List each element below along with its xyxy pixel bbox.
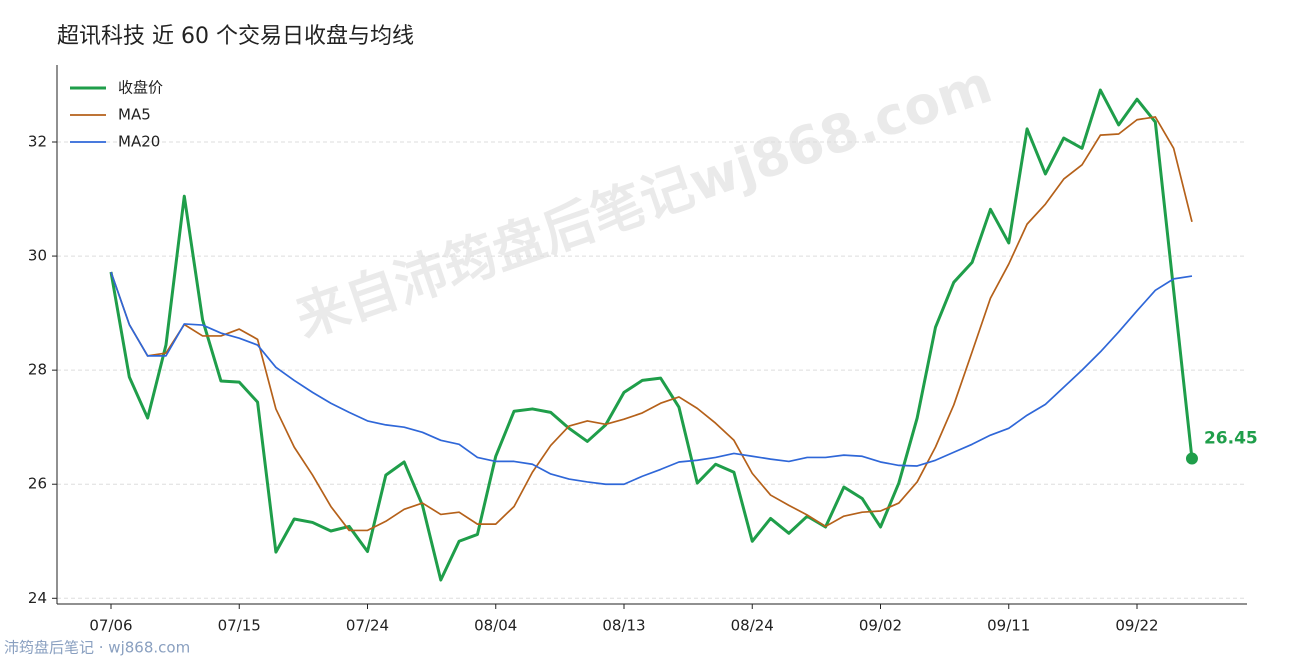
series-line	[110, 116, 1193, 532]
x-tick-label: 08/13	[602, 617, 645, 635]
x-tick-label: 08/04	[474, 617, 517, 635]
y-tick-label: 32	[28, 133, 47, 151]
last-point	[1185, 452, 1198, 465]
x-tick-label: 08/24	[731, 617, 774, 635]
x-tick-label: 07/15	[218, 617, 261, 635]
x-tick-label: 07/24	[346, 617, 389, 635]
series-line	[110, 271, 1193, 486]
series-line	[109, 88, 1194, 582]
x-tick-label: 09/02	[859, 617, 902, 635]
legend-label: MA5	[118, 106, 151, 124]
footer: 沛筠盘后笔记 · wj868.com	[4, 639, 190, 657]
x-tick-label: 07/06	[89, 617, 132, 635]
x-tick-label: 09/11	[987, 617, 1030, 635]
y-tick-label: 24	[28, 589, 47, 607]
last-value-label: 26.45	[1204, 429, 1258, 449]
legend-label: 收盘价	[118, 79, 163, 97]
y-tick-label: 26	[28, 475, 47, 493]
watermark: 来自沛筠盘后笔记wj868.com	[289, 55, 1000, 350]
chart-title: 超讯科技 近 60 个交易日收盘与均线	[57, 24, 414, 49]
y-tick-label: 28	[28, 361, 47, 379]
x-tick-label: 09/22	[1115, 617, 1158, 635]
legend-label: MA20	[118, 133, 160, 151]
y-tick-label: 30	[28, 247, 47, 265]
